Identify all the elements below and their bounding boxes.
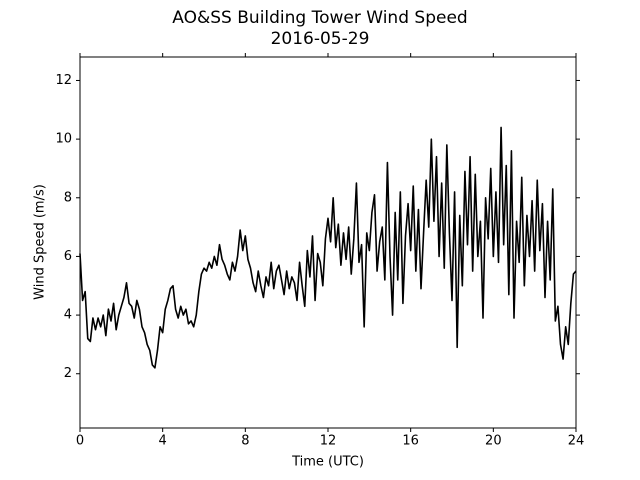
x-tick-label: 12 — [320, 434, 337, 449]
x-tick-label: 16 — [402, 434, 419, 449]
y-tick-label: 2 — [64, 366, 72, 381]
plot-frame — [79, 56, 577, 429]
x-tick-label: 20 — [485, 434, 502, 449]
x-axis-label: Time (UTC) — [291, 455, 364, 470]
y-tick-label: 10 — [55, 132, 72, 147]
x-tick-label: 4 — [159, 434, 167, 449]
chart-title: AO&SS Building Tower Wind Speed — [172, 8, 467, 28]
x-tick-label: 0 — [76, 434, 84, 449]
y-tick-label: 12 — [55, 73, 72, 88]
y-tick-label: 4 — [64, 308, 72, 323]
y-tick-label: 8 — [64, 190, 72, 205]
data-line — [79, 126, 577, 369]
x-tick-label: 24 — [568, 434, 585, 449]
x-tick-label: 8 — [241, 434, 249, 449]
y-tick-label: 6 — [64, 249, 72, 264]
chart-subtitle: 2016-05-29 — [271, 29, 370, 49]
y-axis-label: Wind Speed (m/s) — [33, 184, 48, 300]
